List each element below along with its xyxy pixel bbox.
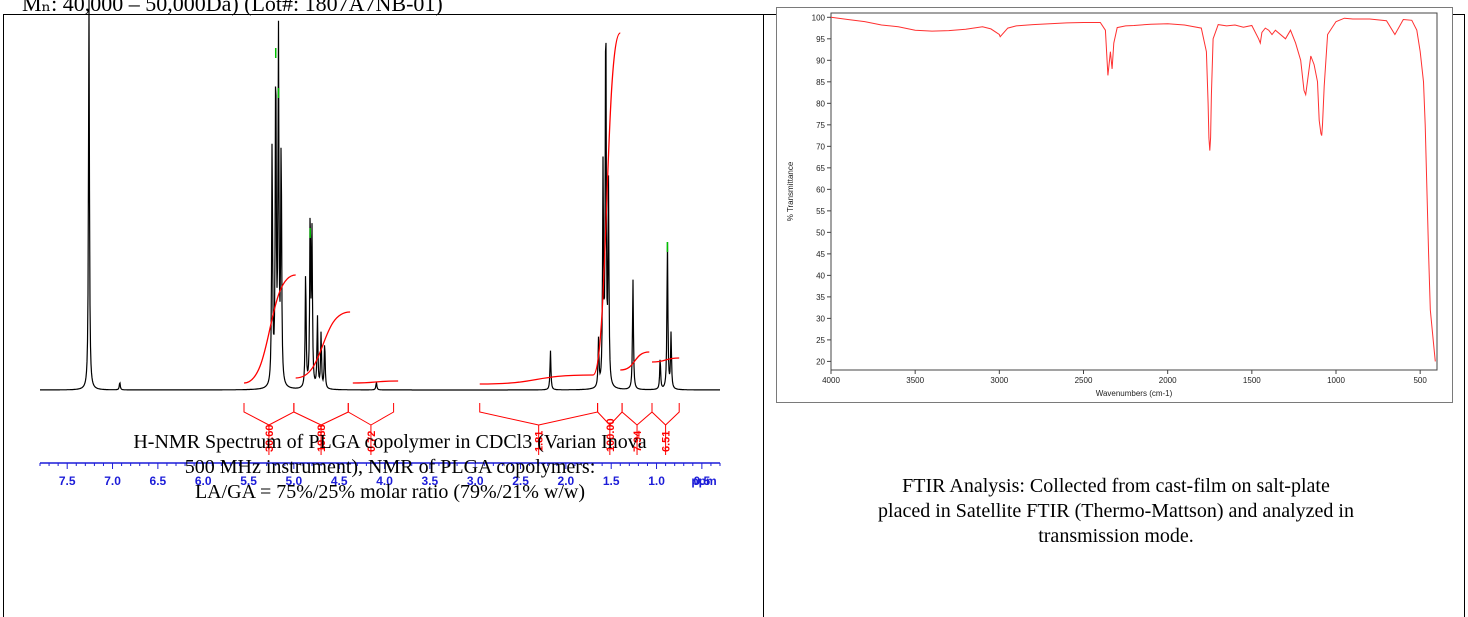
nmr-integral-label: 30.60 <box>264 424 276 452</box>
table-right-border <box>1464 14 1465 617</box>
nmr-integral-bracket <box>243 403 295 426</box>
nmr-x-axis-unit: ppm <box>691 474 716 488</box>
nmr-integral-curve <box>651 357 680 363</box>
nmr-caption: H-NMR Spectrum of PLGA copolymer in CDCl… <box>20 430 760 505</box>
ftir-x-tick-label: 3500 <box>906 376 924 385</box>
nmr-bracket-right <box>268 403 295 426</box>
ftir-y-tick-label: 70 <box>816 142 825 151</box>
ftir-x-tick-label: 2500 <box>1075 376 1093 385</box>
nmr-x-tick-label: 6.5 <box>150 474 167 488</box>
nmr-x-tick-label: 5.0 <box>286 474 303 488</box>
nmr-bracket-left <box>293 403 322 426</box>
ftir-x-tick-label: 3000 <box>990 376 1008 385</box>
ftir-caption: FTIR Analysis: Collected from cast-film … <box>764 474 1468 549</box>
nmr-integral-bracket <box>347 403 395 426</box>
ftir-y-tick-label: 55 <box>816 207 825 216</box>
nmr-caption-line: LA/GA = 75%/25% molar ratio (79%/21% w/w… <box>194 481 586 503</box>
ftir-y-tick-label: 85 <box>816 78 825 87</box>
nmr-spectrum-chart: 30.60 19.88 0.72 1.81 100.00 7.94 6.51 7.5 7.0 6.… <box>39 0 721 488</box>
nmr-caption-line: H-NMR Spectrum of PLGA copolymer in CDCl… <box>133 431 647 453</box>
ftir-x-tick-label: 1000 <box>1327 376 1345 385</box>
nmr-x-tick-label: 6.0 <box>195 474 212 488</box>
nmr-bracket-left <box>243 403 270 426</box>
nmr-x-tick-label: 7.0 <box>104 474 121 488</box>
ftir-spectrum-chart: 100 95 90 85 80 75 70 65 60 55 50 45 40 35 30 25 20 4000 3… <box>786 12 1438 398</box>
nmr-bracket-right <box>538 403 599 426</box>
ftir-y-tick-label: 75 <box>816 121 825 130</box>
nmr-bracket-right <box>370 403 395 426</box>
nmr-x-tick-label: 4.5 <box>331 474 348 488</box>
ftir-y-tick-label: 25 <box>816 336 825 345</box>
ftir-x-tick-label: 4000 <box>822 376 840 385</box>
table-left-border <box>3 14 4 617</box>
ftir-caption-line: transmission mode. <box>1038 525 1194 547</box>
header-fragment: Mₙ: 40,000 – 50,000Da) (Lot#: 1807A7NB-0… <box>22 0 443 16</box>
nmr-integral-bracket <box>621 403 653 426</box>
ftir-y-tick-label: 95 <box>816 35 825 44</box>
ftir-y-tick-label: 65 <box>816 164 825 173</box>
ftir-transmittance-trace <box>830 16 1436 362</box>
nmr-integral-curve <box>295 311 351 379</box>
nmr-integral-curve <box>620 351 650 371</box>
ftir-caption-line: placed in Satellite FTIR (Thermo-Mattson… <box>878 500 1354 522</box>
nmr-integral-curve <box>243 274 296 384</box>
nmr-bracket-left <box>621 403 638 426</box>
nmr-x-tick-label: 3.0 <box>467 474 484 488</box>
ftir-x-tick-label: 1500 <box>1243 376 1261 385</box>
nmr-bracket-right <box>320 403 349 426</box>
ftir-y-tick-label: 20 <box>816 357 825 366</box>
nmr-x-tick-label: 1.5 <box>603 474 620 488</box>
nmr-integral-label: 7.94 <box>632 430 644 452</box>
nmr-x-tick-label: 4.0 <box>376 474 393 488</box>
nmr-bracket-right <box>665 403 680 426</box>
nmr-bracket-left <box>479 403 539 426</box>
nmr-x-tick-label: 3.5 <box>422 474 439 488</box>
nmr-x-tick-label: 1.0 <box>648 474 665 488</box>
nmr-bracket-left <box>597 403 611 426</box>
ftir-chart-frame: 100 95 90 85 80 75 70 65 60 55 50 45 40 35 30 25 20 4000 3… <box>776 7 1453 403</box>
nmr-x-tick-label: 7.5 <box>59 474 76 488</box>
nmr-integral-label: 100.00 <box>605 418 617 452</box>
ftir-x-tick-label: 500 <box>1413 376 1427 385</box>
nmr-integral-bracket <box>651 403 680 426</box>
ftir-y-tick-label: 90 <box>816 56 825 65</box>
nmr-bracket-left <box>651 403 666 426</box>
nmr-bracket-right <box>636 403 653 426</box>
ftir-x-axis-label: Wavenumbers (cm-1) <box>1096 389 1173 398</box>
ftir-y-tick-label: 80 <box>816 99 825 108</box>
ftir-x-tick-label: 2000 <box>1159 376 1177 385</box>
ftir-y-tick-label: 35 <box>816 293 825 302</box>
nmr-x-tick-label: 5.5 <box>240 474 257 488</box>
nmr-x-tick-label: 2.5 <box>512 474 529 488</box>
nmr-caption-line: 500 MHz instrument), NMR of PLGA copolym… <box>184 456 596 478</box>
ftir-y-tick-label: 45 <box>816 250 825 259</box>
ftir-caption-line: FTIR Analysis: Collected from cast-film … <box>902 475 1330 497</box>
ftir-y-tick-label: 100 <box>812 13 826 22</box>
nmr-x-tick-label: 0.5 <box>694 474 711 488</box>
nmr-integral-label: 1.81 <box>534 431 546 452</box>
nmr-integral-curve <box>479 374 594 385</box>
nmr-integral-curve <box>352 380 399 384</box>
nmr-integral-bracket <box>479 403 599 426</box>
ftir-y-axis-label: % Transmittance <box>786 161 795 221</box>
nmr-integral-bracket <box>293 403 349 426</box>
ftir-y-tick-label: 50 <box>816 228 825 237</box>
ftir-y-tick-label: 40 <box>816 271 825 280</box>
nmr-x-tick-label: 2.0 <box>558 474 575 488</box>
nmr-integral-label: 0.72 <box>366 431 378 452</box>
table-middle-divider <box>763 14 764 617</box>
nmr-integral-label: 6.51 <box>661 431 673 452</box>
nmr-bracket-left <box>347 403 372 426</box>
ftir-y-tick-label: 60 <box>816 185 825 194</box>
ftir-y-tick-label: 30 <box>816 314 825 323</box>
nmr-integral-label: 19.88 <box>316 424 328 452</box>
nmr-spectrum-trace <box>40 0 720 391</box>
table-top-border <box>3 14 1465 15</box>
nmr-integral-curve <box>592 32 621 376</box>
ftir-plot-area <box>830 12 1438 371</box>
